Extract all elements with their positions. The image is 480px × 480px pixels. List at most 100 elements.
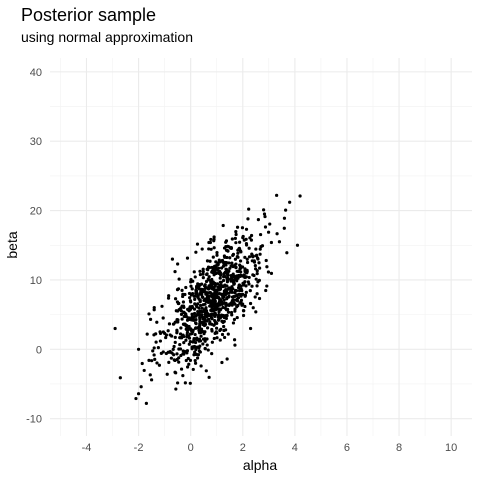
data-point bbox=[215, 288, 219, 292]
data-point bbox=[210, 340, 214, 344]
data-point bbox=[187, 309, 191, 313]
data-point bbox=[174, 320, 179, 324]
x-tick-label: 0 bbox=[188, 442, 194, 454]
data-point bbox=[198, 283, 202, 287]
data-point bbox=[199, 364, 203, 368]
y-tick-label: 0 bbox=[36, 344, 42, 356]
data-point bbox=[266, 230, 271, 234]
data-point bbox=[113, 326, 117, 331]
data-point bbox=[175, 328, 179, 332]
data-point bbox=[183, 311, 187, 316]
data-point bbox=[245, 271, 249, 275]
data-point bbox=[224, 267, 228, 271]
data-point bbox=[223, 306, 227, 310]
data-point bbox=[223, 293, 228, 297]
data-point bbox=[245, 260, 250, 265]
data-point bbox=[197, 313, 201, 317]
data-point bbox=[185, 256, 190, 260]
data-point bbox=[248, 236, 252, 240]
data-point bbox=[189, 280, 193, 284]
data-point bbox=[208, 290, 212, 295]
data-point bbox=[275, 232, 279, 236]
data-point bbox=[226, 273, 230, 277]
data-point bbox=[211, 312, 215, 316]
data-point bbox=[232, 274, 236, 278]
data-point bbox=[230, 290, 234, 294]
data-point bbox=[285, 251, 289, 255]
data-point bbox=[197, 325, 202, 329]
data-point bbox=[200, 313, 204, 317]
chart-subtitle: using normal approximation bbox=[21, 29, 193, 45]
data-point bbox=[218, 260, 222, 264]
data-point bbox=[196, 310, 200, 314]
data-point bbox=[142, 368, 146, 373]
data-point bbox=[193, 358, 197, 363]
data-point bbox=[185, 325, 189, 329]
data-point bbox=[148, 373, 152, 377]
data-point bbox=[238, 249, 243, 253]
data-point bbox=[203, 347, 207, 351]
data-point bbox=[190, 292, 195, 296]
data-point bbox=[269, 271, 274, 275]
data-point bbox=[170, 257, 175, 261]
data-point bbox=[192, 353, 196, 357]
x-tick-label: 2 bbox=[240, 442, 246, 454]
data-point bbox=[194, 314, 198, 318]
data-point bbox=[175, 300, 180, 304]
data-point bbox=[172, 344, 176, 349]
data-point bbox=[201, 342, 205, 346]
data-point bbox=[136, 347, 141, 351]
data-point bbox=[241, 234, 245, 239]
data-point bbox=[196, 295, 200, 299]
data-point bbox=[255, 253, 259, 257]
data-point bbox=[193, 326, 198, 330]
x-tick-label: -4 bbox=[82, 442, 92, 454]
data-point bbox=[226, 310, 231, 314]
data-point bbox=[256, 280, 260, 284]
data-point bbox=[238, 259, 243, 263]
data-point bbox=[241, 281, 245, 285]
data-point bbox=[246, 280, 250, 284]
data-point bbox=[195, 345, 199, 349]
data-point bbox=[196, 302, 200, 306]
data-point bbox=[228, 246, 233, 250]
data-point bbox=[222, 275, 226, 279]
data-point bbox=[134, 396, 138, 401]
data-point bbox=[222, 284, 227, 288]
data-point bbox=[215, 282, 220, 286]
data-point bbox=[118, 376, 122, 380]
data-point bbox=[215, 326, 219, 330]
data-point bbox=[212, 323, 216, 327]
data-point bbox=[155, 320, 159, 324]
data-point bbox=[207, 375, 211, 379]
data-point bbox=[234, 230, 238, 234]
data-point bbox=[203, 298, 207, 302]
data-point bbox=[256, 218, 260, 222]
data-point bbox=[198, 298, 202, 302]
data-point bbox=[177, 356, 181, 360]
data-point bbox=[207, 278, 211, 282]
data-point bbox=[179, 367, 184, 371]
data-point bbox=[202, 290, 207, 294]
data-point bbox=[194, 317, 198, 322]
data-point bbox=[257, 296, 262, 301]
data-point bbox=[198, 317, 202, 321]
data-point bbox=[192, 337, 196, 341]
data-point bbox=[201, 270, 205, 274]
data-point bbox=[224, 301, 228, 305]
data-point bbox=[231, 252, 236, 257]
data-point bbox=[180, 317, 184, 321]
data-point bbox=[238, 263, 242, 267]
data-point bbox=[193, 340, 198, 345]
data-point bbox=[176, 262, 180, 266]
data-point bbox=[140, 361, 144, 366]
data-point bbox=[225, 255, 229, 260]
data-point bbox=[231, 298, 236, 302]
data-point bbox=[228, 287, 232, 291]
data-point bbox=[148, 317, 153, 321]
data-point bbox=[216, 315, 221, 319]
data-point bbox=[166, 296, 171, 300]
data-point bbox=[251, 306, 255, 310]
data-point bbox=[145, 332, 149, 336]
